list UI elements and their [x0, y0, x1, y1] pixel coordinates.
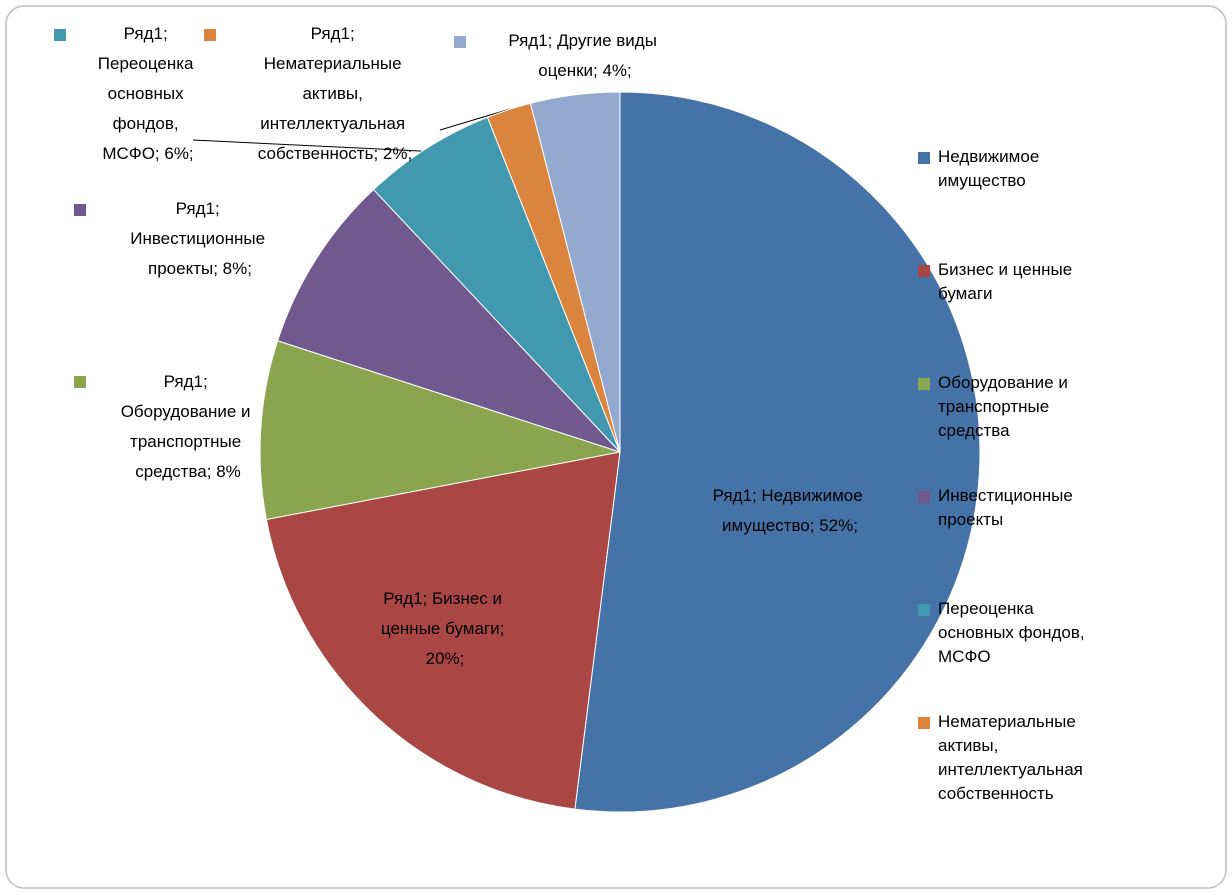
data-label: Ряд1; Инвестиционные проекты; 8%; — [130, 199, 270, 278]
label-key — [454, 36, 466, 48]
legend-label: Оборудование и транспортные средства — [938, 373, 1073, 440]
legend-key — [918, 717, 930, 729]
label-key — [204, 29, 216, 41]
legend-key — [918, 604, 930, 616]
legend-key — [918, 265, 930, 277]
data-label: Ряд1; Нематериальные активы, интеллектуа… — [258, 24, 412, 163]
data-label: Ряд1; Бизнес и ценные бумаги; 20%; — [381, 589, 509, 668]
data-label: Ряд1; Другие виды оценки; 4%; — [508, 31, 661, 80]
legend-key — [918, 491, 930, 503]
leader-line — [439, 108, 511, 131]
pie-slice — [529, 91, 621, 453]
pie-slice — [372, 116, 621, 453]
legend-label: Недвижимое имущество — [938, 147, 1044, 190]
pie-slice — [574, 91, 981, 813]
label-key — [74, 204, 86, 216]
legend-label: Бизнес и ценные бумаги — [938, 260, 1077, 303]
pie-slice — [265, 451, 621, 810]
label-key — [74, 376, 86, 388]
pie-slice — [259, 340, 621, 521]
legend-label: Инвестиционные проекты — [938, 486, 1078, 529]
leader-line — [192, 139, 441, 153]
legend-key — [918, 378, 930, 390]
data-label: Ряд1; Переоценка основных фондов, МСФО; … — [98, 24, 198, 163]
data-label: Ряд1; Оборудование и транспортные средст… — [121, 372, 256, 481]
pie-slice — [276, 188, 621, 453]
label-key — [54, 29, 66, 41]
data-label: Ряд1; Недвижимое имущество; 52%; — [713, 486, 868, 535]
legend-key — [918, 152, 930, 164]
legend-label: Переоценка основных фондов, МСФО — [938, 599, 1089, 666]
legend-label: Нематериальные активы, интеллектуальная … — [938, 712, 1088, 803]
